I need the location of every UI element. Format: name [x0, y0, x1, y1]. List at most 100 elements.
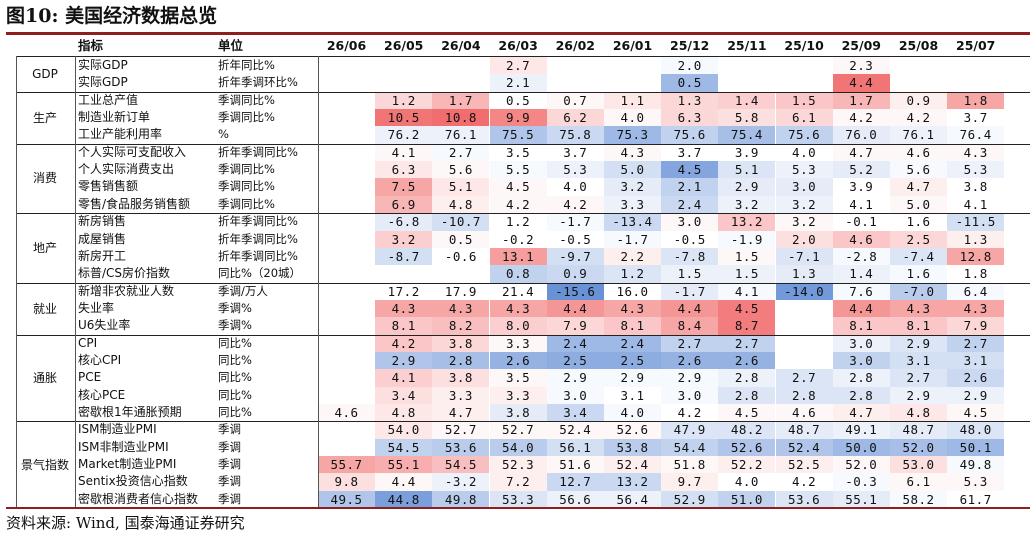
value-cell: 52.6 — [604, 421, 661, 439]
value-cell: 4.8 — [890, 404, 947, 422]
indicator-label: 实际GDP — [78, 58, 128, 72]
value-cell: 2.5 — [604, 351, 661, 370]
value-cell: 4.1 — [947, 195, 1005, 214]
value-cell: -13.4 — [604, 213, 661, 231]
value-cell: 2.4 — [604, 334, 661, 352]
indicator-label: 失业率 — [78, 300, 115, 315]
unit-label: 折年季调同比% — [218, 214, 298, 229]
value-cell: 2.7 — [775, 369, 833, 387]
value-cell: 1.6 — [890, 213, 947, 231]
table-row: 个人实际可支配收入 折年季调同比% 4.1 2.7 3.5 3.7 4.3 3.7 3.9 4.0… — [0, 143, 1032, 162]
value-cell: 55.1 — [832, 490, 890, 509]
value-cell: 5.8 — [718, 109, 776, 127]
indicator-label: 密歇根消费者信心指数 — [78, 491, 199, 506]
unit-label: 季调同比% — [218, 179, 275, 194]
date-header: 26/04 — [441, 38, 481, 53]
value-cell: 2.7 — [890, 369, 947, 387]
value-cell: 3.1 — [947, 351, 1005, 370]
value-cell: 8.0 — [489, 317, 547, 335]
value-cell: 4.2 — [890, 109, 947, 127]
value-cell: -10.7 — [432, 213, 490, 231]
value-cell: 54.5 — [375, 438, 433, 457]
value-cell: 9.8 — [318, 473, 375, 491]
indicator-label: ISM非制造业PMI — [78, 439, 169, 454]
value-cell: 16.0 — [604, 282, 661, 300]
value-cell: 5.3 — [775, 161, 833, 179]
value-cell: 9.7 — [661, 473, 719, 491]
value-cell: 52.0 — [890, 438, 947, 457]
value-cell: 4.3 — [947, 143, 1005, 162]
value-cell: 1.7 — [832, 91, 890, 110]
value-cell: 8.1 — [375, 317, 433, 335]
value-cell: 49.8 — [947, 456, 1005, 474]
value-cell: 7.5 — [375, 178, 433, 196]
indicator-label: 新房销售 — [78, 214, 127, 229]
table-row: 密歇根1年通胀预期 同比% 4.6 4.8 4.7 3.8 3.4 4.0 4.2 4.5 4.6 4… — [0, 404, 1032, 422]
table-row: 新房开工 折年季调同比% -8.7 -0.6 13.1 -9.7 2.2 -7.8 1.5 -7.… — [0, 247, 1032, 266]
unit-label: 同比% — [218, 335, 252, 350]
value-cell: -3.2 — [432, 473, 490, 491]
value-cell: 1.3 — [947, 230, 1005, 248]
table-row: 实际GDP 折年季调环比% 2.1 0.5 4.4 — [0, 74, 1032, 92]
value-cell: 0.9 — [890, 91, 947, 110]
value-cell: 8.1 — [832, 317, 890, 335]
table-row: Sentix投资信心指数 季调 9.8 4.4 -3.2 7.2 12.7 13.2 9.7 4.… — [0, 473, 1032, 491]
value-cell: 44.8 — [375, 490, 433, 509]
value-cell: 4.0 — [546, 178, 604, 196]
value-cell: 1.7 — [432, 91, 490, 110]
value-cell: 4.5 — [947, 404, 1005, 422]
indicator-label: 实际GDP — [78, 75, 128, 90]
date-header: 25/09 — [841, 38, 881, 53]
indicator-label: 制造业新订单 — [78, 110, 151, 125]
value-cell: 6.3 — [375, 161, 433, 179]
value-cell — [432, 57, 489, 74]
value-cell: 4.3 — [375, 299, 433, 318]
date-header: 25/11 — [727, 38, 767, 53]
value-cell: 75.8 — [546, 126, 604, 144]
value-cell: 4.5 — [661, 161, 719, 179]
value-cell: 4.4 — [832, 74, 890, 92]
value-cell — [776, 352, 833, 369]
value-cell: 0.5 — [661, 74, 719, 92]
value-cell: 10.8 — [432, 109, 490, 127]
value-cell: 5.1 — [718, 161, 776, 179]
value-cell: 49.1 — [832, 421, 890, 439]
table-row: 零售/食品服务销售额 季调同比% 6.9 4.8 4.2 4.2 3.3 2.4 3.2 3.2 4… — [0, 195, 1032, 214]
value-cell: 56.4 — [604, 490, 661, 509]
value-cell — [718, 57, 775, 74]
date-header: 26/05 — [384, 38, 424, 53]
value-cell: 6.4 — [947, 282, 1005, 300]
value-cell: 2.9 — [546, 369, 604, 387]
value-cell: 3.9 — [832, 178, 890, 196]
value-cell — [604, 74, 661, 91]
value-cell: 6.1 — [890, 473, 947, 491]
unit-label: 同比% — [218, 370, 252, 385]
value-cell: 4.2 — [661, 404, 719, 422]
value-cell: 3.1 — [604, 386, 661, 405]
value-cell: 3.7 — [947, 109, 1005, 127]
value-cell: -1.7 — [546, 213, 604, 231]
unit-label: 折年季调环比% — [218, 75, 298, 90]
value-cell: 4.2 — [832, 109, 890, 127]
table-row: CPI 同比% 4.2 3.8 3.3 2.4 2.4 2.7 2.7 3.0 2.9 2.7 — [0, 334, 1032, 352]
value-cell: 3.3 — [604, 195, 661, 214]
value-cell: 2.9 — [890, 386, 947, 405]
table-row: 失业率 季调% 4.3 4.3 4.3 4.4 4.3 4.4 4.5 4.4 4.3 4.3 — [0, 299, 1032, 318]
header-unit: 单位 — [218, 38, 244, 53]
category-separator — [16, 92, 1030, 93]
value-cell: -1.9 — [718, 230, 776, 248]
unit-label: 季调 — [218, 474, 241, 489]
value-cell — [776, 300, 833, 317]
value-cell: 4.7 — [890, 178, 947, 196]
value-cell: 4.3 — [489, 299, 547, 318]
value-cell: 49.8 — [432, 490, 490, 509]
value-cell: 3.2 — [775, 213, 833, 231]
value-cell — [318, 317, 375, 334]
table-row: 新房销售 折年季调同比% -6.8 -10.7 1.2 -1.7 -13.4 3.0 13.2 3… — [0, 213, 1032, 231]
value-cell: 53.6 — [775, 490, 833, 509]
indicator-label: 新增非农就业人数 — [78, 283, 175, 298]
value-cell: 7.9 — [546, 317, 604, 335]
unit-label: 季调 — [218, 491, 241, 506]
value-cell: 1.8 — [947, 91, 1005, 110]
value-cell — [776, 57, 833, 74]
